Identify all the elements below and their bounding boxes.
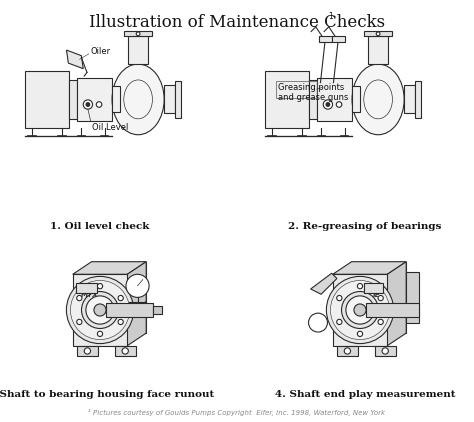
Bar — [164, 85, 175, 114]
Circle shape — [97, 331, 103, 336]
Circle shape — [126, 274, 149, 298]
Bar — [124, 32, 152, 36]
Text: Illustration of Maintenance Checks: Illustration of Maintenance Checks — [89, 14, 385, 31]
Bar — [352, 87, 360, 112]
Polygon shape — [387, 262, 406, 346]
Text: ¹ Pictures courtesy of Goulds Pumps Copyright  Elfer, Inc. 1998, Waterford, New : ¹ Pictures courtesy of Goulds Pumps Copy… — [89, 409, 385, 416]
Circle shape — [77, 295, 82, 301]
Text: Oiler: Oiler — [91, 47, 111, 57]
Circle shape — [357, 331, 363, 336]
Bar — [25, 70, 69, 128]
Text: 2. Re-greasing of bearings: 2. Re-greasing of bearings — [288, 222, 442, 231]
Polygon shape — [310, 273, 337, 294]
Bar — [115, 346, 136, 356]
Circle shape — [337, 319, 342, 325]
Circle shape — [378, 295, 383, 301]
Polygon shape — [333, 262, 406, 274]
Text: 4. Shaft end play measurement: 4. Shaft end play measurement — [275, 390, 455, 399]
Bar — [69, 80, 77, 119]
Polygon shape — [66, 50, 83, 69]
Bar — [310, 80, 317, 119]
Bar — [91, 262, 146, 333]
Circle shape — [77, 319, 82, 325]
Text: 1. Oil level check: 1. Oil level check — [50, 222, 150, 231]
Bar — [153, 306, 162, 314]
Bar — [415, 81, 421, 118]
Circle shape — [66, 276, 134, 344]
Circle shape — [357, 284, 363, 289]
Bar — [106, 303, 153, 317]
Polygon shape — [128, 262, 146, 346]
Ellipse shape — [112, 64, 164, 135]
Bar — [375, 346, 396, 356]
Text: Oil Level: Oil Level — [91, 123, 128, 132]
Text: 1: 1 — [328, 12, 333, 21]
Circle shape — [86, 103, 90, 106]
Bar — [364, 283, 383, 293]
Circle shape — [323, 100, 333, 109]
Circle shape — [96, 102, 102, 107]
Circle shape — [97, 284, 103, 289]
Bar — [352, 262, 406, 333]
Circle shape — [327, 276, 393, 344]
Circle shape — [376, 32, 380, 36]
Polygon shape — [73, 262, 146, 274]
Bar — [112, 87, 120, 112]
Circle shape — [86, 296, 114, 324]
Circle shape — [94, 304, 106, 316]
Bar — [337, 346, 358, 356]
Circle shape — [326, 103, 330, 106]
Circle shape — [382, 348, 388, 354]
Text: MTX: MTX — [81, 292, 99, 298]
Text: IE: IE — [373, 292, 380, 298]
Circle shape — [330, 281, 390, 340]
Circle shape — [344, 348, 351, 354]
Text: 3. Shaft to bearing housing face runout: 3. Shaft to bearing housing face runout — [0, 390, 215, 399]
Bar — [404, 85, 415, 114]
Bar — [175, 81, 181, 118]
Bar — [76, 283, 97, 293]
Circle shape — [336, 102, 342, 107]
Circle shape — [346, 296, 374, 324]
Bar — [332, 36, 345, 42]
Bar — [366, 303, 419, 317]
Bar — [73, 274, 128, 346]
Bar — [77, 78, 112, 121]
Text: Greasing points
and grease guns: Greasing points and grease guns — [278, 83, 348, 102]
Bar — [368, 36, 388, 64]
Circle shape — [118, 319, 123, 325]
Circle shape — [118, 295, 123, 301]
Circle shape — [309, 313, 328, 332]
Bar — [264, 70, 310, 128]
Circle shape — [354, 304, 366, 316]
Bar — [319, 36, 332, 42]
Bar — [333, 274, 387, 346]
Circle shape — [84, 348, 91, 354]
Circle shape — [71, 281, 129, 340]
Ellipse shape — [352, 64, 404, 135]
Circle shape — [82, 292, 118, 328]
Circle shape — [83, 100, 92, 109]
Bar — [77, 346, 98, 356]
Bar — [406, 272, 419, 322]
Circle shape — [122, 348, 128, 354]
Circle shape — [342, 292, 378, 328]
Bar — [276, 81, 317, 97]
Circle shape — [136, 32, 140, 36]
Circle shape — [378, 319, 383, 325]
Bar — [317, 78, 352, 121]
Bar — [364, 32, 392, 36]
Bar — [128, 36, 148, 64]
Circle shape — [337, 295, 342, 301]
